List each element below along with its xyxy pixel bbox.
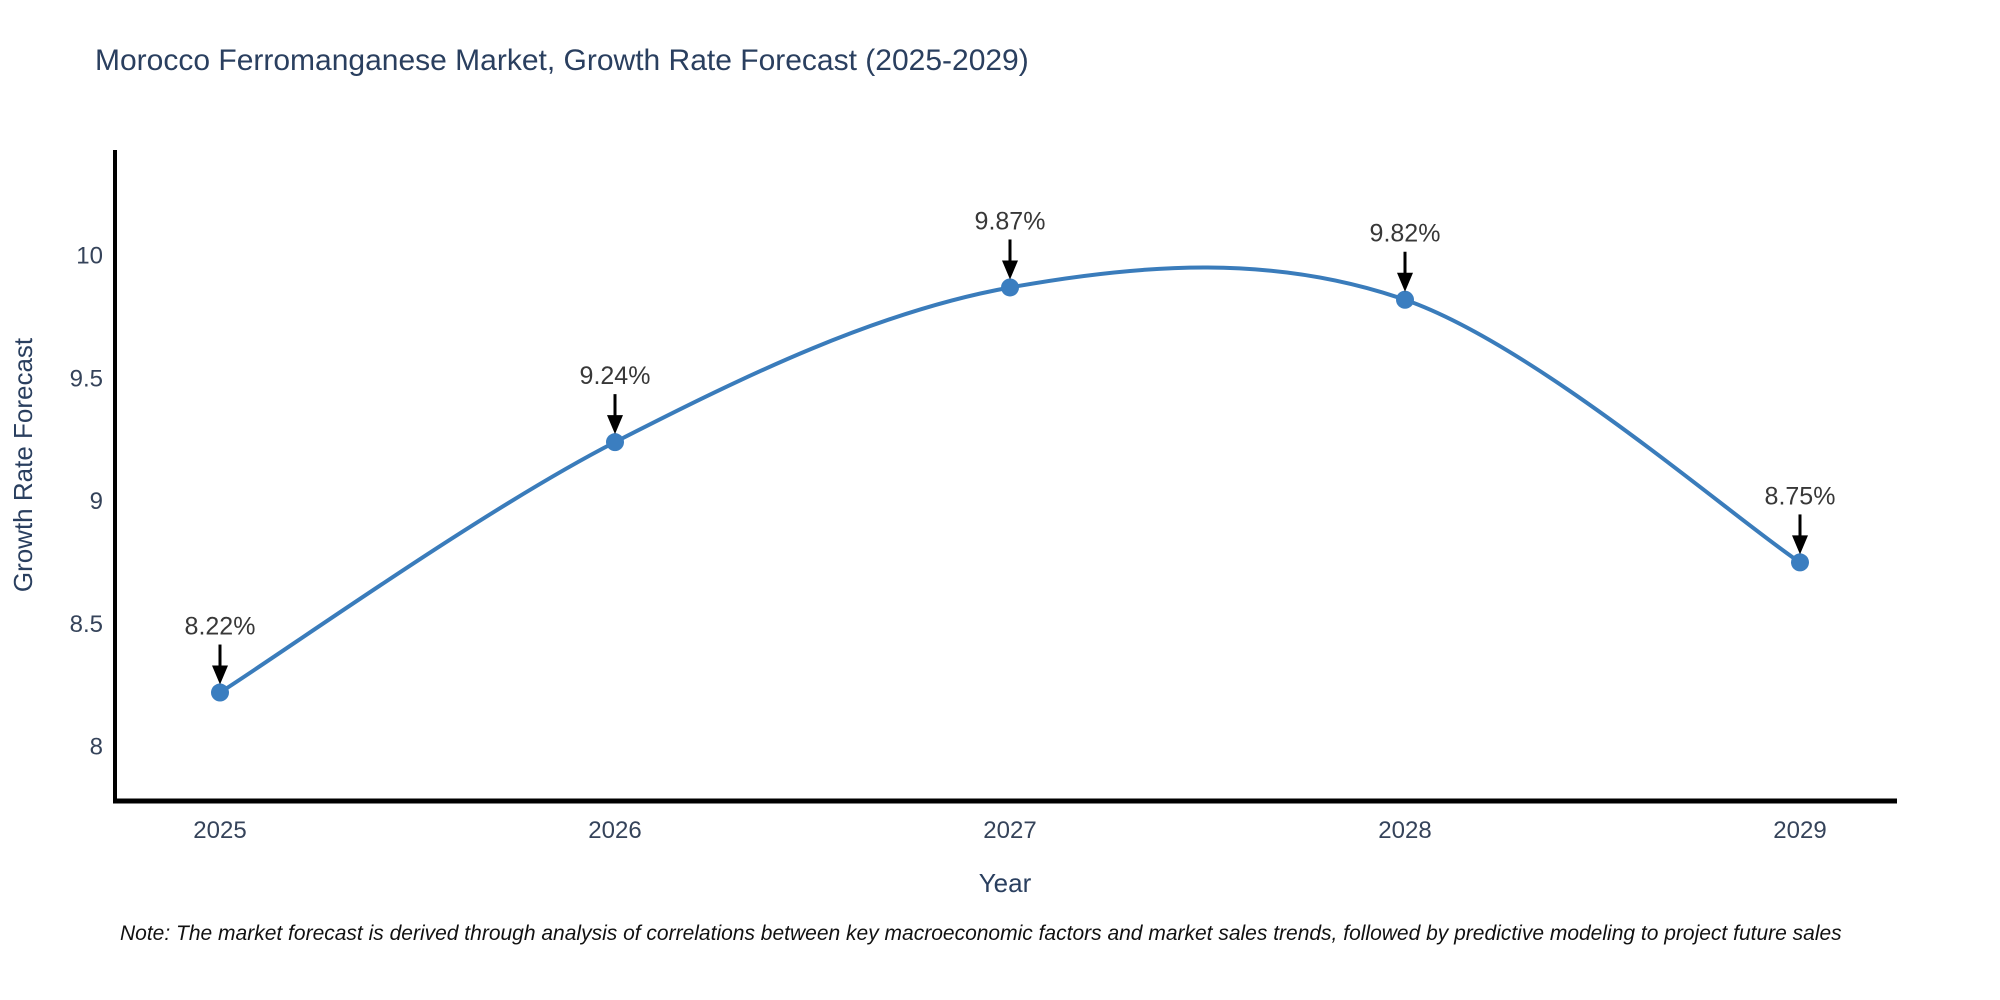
y-tick-label: 10 xyxy=(76,243,103,270)
data-point-label: 9.87% xyxy=(975,207,1046,235)
data-point-2029[interactable] xyxy=(1791,553,1809,572)
y-tick-label: 9.5 xyxy=(70,365,103,392)
x-tick-label: 2027 xyxy=(983,817,1036,844)
x-tick-label: 2026 xyxy=(588,817,641,844)
annotation-arrowhead xyxy=(1792,535,1808,555)
data-point-2027[interactable] xyxy=(1001,278,1019,297)
data-point-label: 8.75% xyxy=(1765,482,1836,510)
annotation-arrowhead xyxy=(212,665,228,685)
x-tick-label: 2028 xyxy=(1378,817,1431,844)
data-point-2028[interactable] xyxy=(1396,290,1414,309)
footnote: Note: The market forecast is derived thr… xyxy=(120,922,1842,945)
y-tick-label: 8.5 xyxy=(70,611,103,638)
x-tick-label: 2029 xyxy=(1773,817,1826,844)
data-point-label: 9.24% xyxy=(580,362,651,390)
data-point-label: 9.82% xyxy=(1370,220,1441,248)
data-point-2025[interactable] xyxy=(211,683,229,702)
data-point-label: 8.22% xyxy=(185,613,256,641)
x-axis-title: Year xyxy=(979,868,1032,898)
data-point-2026[interactable] xyxy=(606,433,624,452)
annotation-arrowhead xyxy=(1397,272,1413,292)
annotation-arrowhead xyxy=(1002,260,1018,280)
plot-area[interactable] xyxy=(115,150,1897,803)
x-tick-label: 2025 xyxy=(193,817,246,844)
annotation-arrowhead xyxy=(607,415,623,435)
y-axis-title: Growth Rate Forecast xyxy=(8,337,38,592)
y-tick-label: 9 xyxy=(90,488,103,515)
y-tick-label: 8 xyxy=(90,734,103,761)
chart-title: Morocco Ferromanganese Market, Growth Ra… xyxy=(95,44,1029,77)
